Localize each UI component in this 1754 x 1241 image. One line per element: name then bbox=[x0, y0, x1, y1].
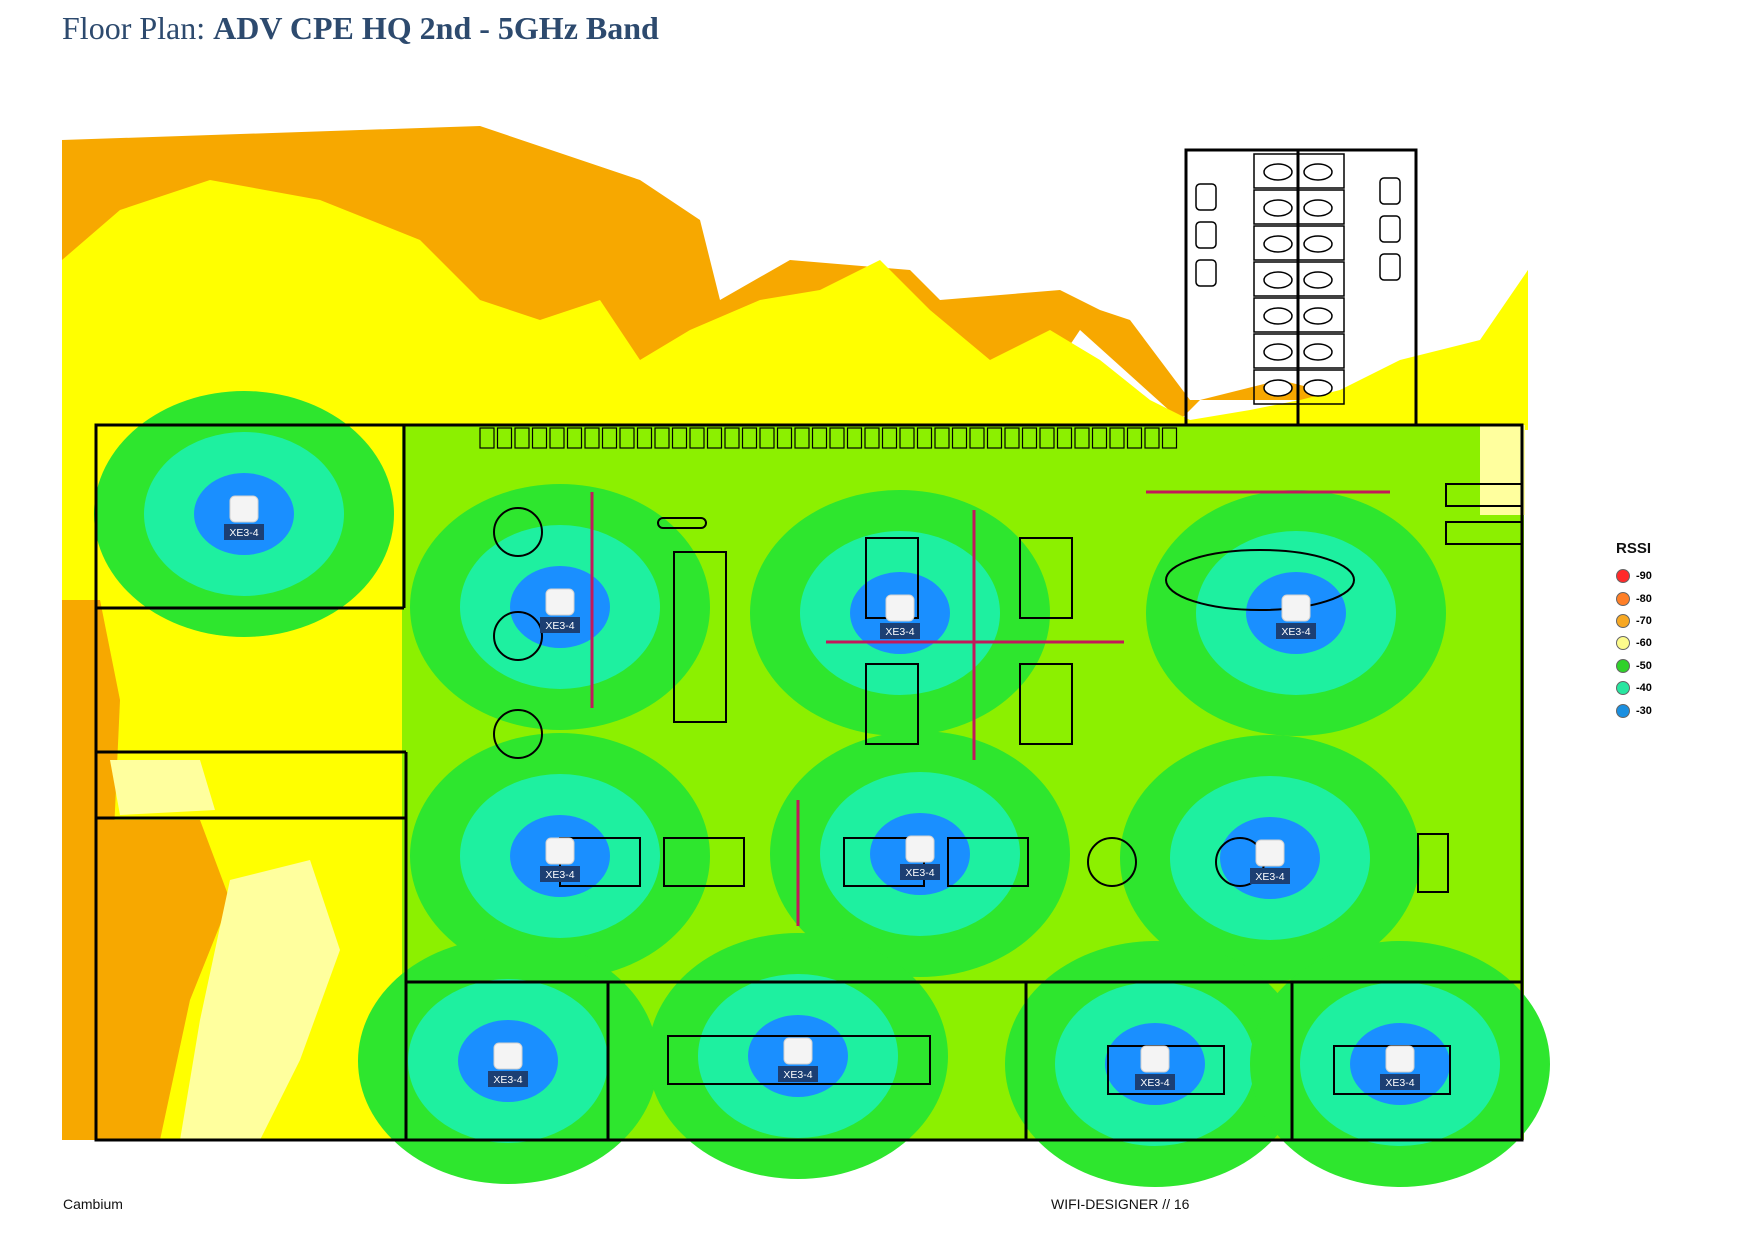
access-point-marker[interactable]: XE3-4 bbox=[778, 1038, 818, 1082]
rssi-legend: RSSI -90 -80 -70 -60 -50 -40 -30 bbox=[1616, 540, 1652, 722]
legend-item: -80 bbox=[1616, 587, 1652, 609]
access-point-marker[interactable]: XE3-4 bbox=[224, 496, 264, 540]
legend-label: -70 bbox=[1636, 615, 1652, 627]
access-point-marker[interactable]: XE3-4 bbox=[1276, 595, 1316, 639]
legend-label: -40 bbox=[1636, 682, 1652, 694]
access-point-label: XE3-4 bbox=[493, 1074, 522, 1086]
access-point-label: XE3-4 bbox=[1385, 1077, 1414, 1089]
legend-item: -90 bbox=[1616, 565, 1652, 587]
legend-swatch bbox=[1616, 659, 1630, 673]
access-point-label: XE3-4 bbox=[545, 620, 574, 632]
legend-label: -50 bbox=[1636, 660, 1652, 672]
legend-swatch bbox=[1616, 681, 1630, 695]
legend-label: -90 bbox=[1636, 570, 1652, 582]
legend-item: -50 bbox=[1616, 655, 1652, 677]
access-point-icon bbox=[1386, 1046, 1414, 1072]
access-point-marker[interactable]: XE3-4 bbox=[1250, 840, 1290, 884]
legend-swatch bbox=[1616, 569, 1630, 583]
legend-swatch bbox=[1616, 636, 1630, 650]
legend-swatch bbox=[1616, 704, 1630, 718]
access-point-label: XE3-4 bbox=[1255, 871, 1284, 883]
access-point-icon bbox=[784, 1038, 812, 1064]
access-point-label: XE3-4 bbox=[229, 527, 258, 539]
legend-title: RSSI bbox=[1616, 540, 1652, 557]
access-point-marker[interactable]: XE3-4 bbox=[1135, 1046, 1175, 1090]
legend-item: -60 bbox=[1616, 632, 1652, 654]
access-point-icon bbox=[494, 1043, 522, 1069]
access-point-marker[interactable]: XE3-4 bbox=[540, 838, 580, 882]
access-point-label: XE3-4 bbox=[783, 1069, 812, 1081]
access-point-marker[interactable]: XE3-4 bbox=[900, 836, 940, 880]
legend-swatch bbox=[1616, 592, 1630, 606]
access-point-label: XE3-4 bbox=[1140, 1077, 1169, 1089]
access-point-marker[interactable]: XE3-4 bbox=[488, 1043, 528, 1087]
legend-item: -30 bbox=[1616, 699, 1652, 721]
access-point-label: XE3-4 bbox=[905, 867, 934, 879]
access-point-icon bbox=[1282, 595, 1310, 621]
access-point-label: XE3-4 bbox=[1281, 626, 1310, 638]
legend-swatch bbox=[1616, 614, 1630, 628]
access-point-icon bbox=[886, 595, 914, 621]
legend-label: -80 bbox=[1636, 593, 1652, 605]
legend-item: -70 bbox=[1616, 610, 1652, 632]
access-point-icon bbox=[546, 838, 574, 864]
legend-item: -40 bbox=[1616, 677, 1652, 699]
coverage-mid-left-pale bbox=[110, 760, 215, 815]
footer-page-label: WIFI-DESIGNER // 16 bbox=[1051, 1196, 1189, 1212]
legend-label: -30 bbox=[1636, 705, 1652, 717]
access-point-icon bbox=[1141, 1046, 1169, 1072]
access-point-label: XE3-4 bbox=[885, 626, 914, 638]
access-point-label: XE3-4 bbox=[545, 869, 574, 881]
access-point-icon bbox=[546, 589, 574, 615]
footer-brand: Cambium bbox=[63, 1196, 123, 1212]
access-point-marker[interactable]: XE3-4 bbox=[880, 595, 920, 639]
legend-label: -60 bbox=[1636, 637, 1652, 649]
access-point-icon bbox=[1256, 840, 1284, 866]
access-point-icon bbox=[230, 496, 258, 522]
access-point-icon bbox=[906, 836, 934, 862]
access-point-marker[interactable]: XE3-4 bbox=[540, 589, 580, 633]
access-point-marker[interactable]: XE3-4 bbox=[1380, 1046, 1420, 1090]
